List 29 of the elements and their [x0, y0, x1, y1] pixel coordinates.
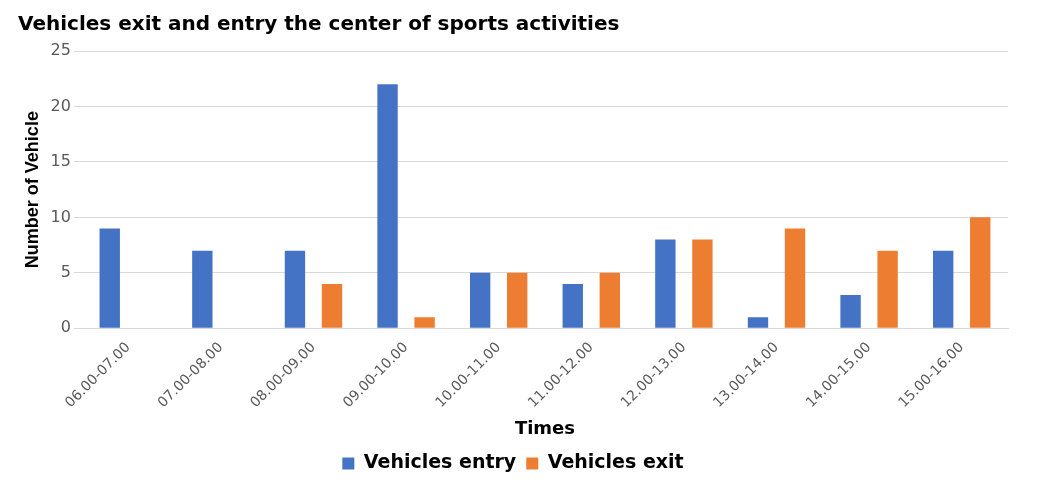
- y-tick-label: 25: [50, 40, 71, 60]
- bar: [877, 250, 898, 328]
- bar: [321, 283, 343, 328]
- y-tick-label: 10: [50, 206, 71, 226]
- bar: [414, 317, 435, 328]
- bar: [99, 228, 120, 328]
- bar: [784, 228, 806, 328]
- x-axis-title: Times: [514, 416, 576, 438]
- bar: [562, 283, 583, 328]
- bar: [599, 272, 620, 328]
- bar: [507, 272, 528, 328]
- y-tick-label: 0: [60, 317, 71, 337]
- chart-title: Vehicles exit and entry the center of sports activities: [18, 11, 620, 36]
- bar: [932, 250, 954, 328]
- bar: [747, 317, 769, 328]
- y-axis-title: Number of Vehicle: [21, 111, 42, 269]
- bar: [655, 239, 676, 328]
- bar: [469, 272, 491, 328]
- y-tick-label: 20: [50, 95, 71, 115]
- y-tick-label: 5: [60, 261, 71, 281]
- bar: [377, 84, 398, 328]
- bar: [192, 250, 213, 328]
- bar: [692, 239, 713, 328]
- legend-label: Vehicles entry: [363, 450, 517, 473]
- legend-label: Vehicles exit: [547, 450, 684, 473]
- bar: [970, 217, 991, 328]
- bar: [840, 295, 861, 328]
- bar: [284, 250, 306, 328]
- y-tick-label: 15: [50, 151, 71, 171]
